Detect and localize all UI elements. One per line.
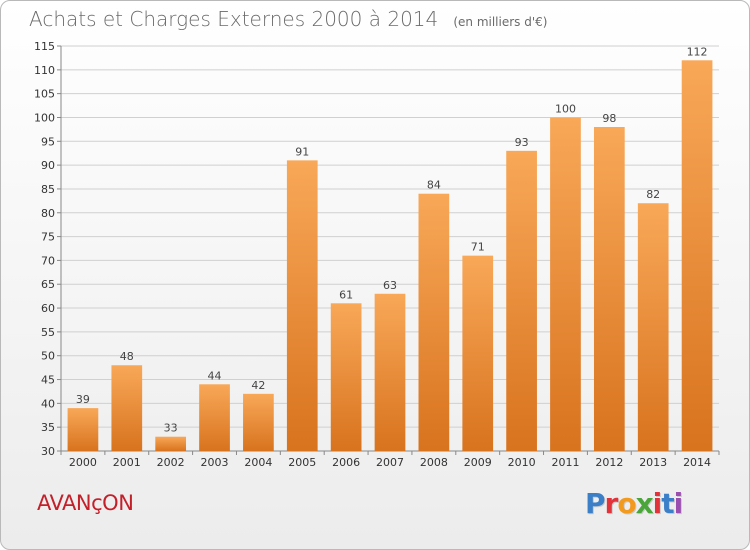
bar-value-labels: 39 48 33 44 42 91 61 63 84 71 93 100 98 82 112 <box>76 45 708 434</box>
bar <box>243 393 274 451</box>
bar-value-label: 84 <box>427 179 441 192</box>
bar <box>462 255 494 451</box>
bar <box>681 60 713 451</box>
bar-value-label: 44 <box>208 369 222 382</box>
x-tick-label: 2000 <box>69 456 97 469</box>
y-tick-label: 45 <box>41 374 55 387</box>
bar <box>593 127 625 451</box>
bar-value-label: 91 <box>295 145 309 158</box>
x-tick-label: 2005 <box>288 456 316 469</box>
bar <box>111 365 143 451</box>
bar <box>374 293 406 451</box>
tick-labels: 30 35 40 45 50 55 60 65 70 75 80 85 90 95 100 105 110 115… <box>34 40 711 469</box>
logo-letter: i <box>652 487 663 520</box>
y-tick-label: 30 <box>41 445 55 458</box>
logo-letter: x <box>635 487 654 520</box>
x-tick-label: 2003 <box>201 456 229 469</box>
bar-value-label: 93 <box>515 136 529 149</box>
y-tick-label: 50 <box>41 350 55 363</box>
bar-value-label: 63 <box>383 279 397 292</box>
y-tick-label: 100 <box>34 111 55 124</box>
bar-value-label: 42 <box>251 379 265 392</box>
bar-value-label: 61 <box>339 288 353 301</box>
y-tick-label: 90 <box>41 159 55 172</box>
bar <box>550 117 581 452</box>
logo-letter: t <box>661 487 674 520</box>
x-tick-label: 2014 <box>683 456 711 469</box>
y-tick-label: 115 <box>34 40 55 53</box>
bar <box>330 303 362 451</box>
x-tick-label: 2008 <box>420 456 448 469</box>
proxiti-logo[interactable]: Proxiti <box>585 487 684 520</box>
bar <box>637 203 669 451</box>
y-tick-label: 35 <box>41 421 55 434</box>
chart-title: Achats et Charges Externes 2000 à 2014 <box>29 7 439 31</box>
x-tick-label: 2007 <box>376 456 404 469</box>
y-tick-label: 105 <box>34 88 55 101</box>
y-tick-label: 85 <box>41 183 55 196</box>
y-tick-label: 110 <box>34 64 55 77</box>
logo-letter: P <box>585 487 606 520</box>
bar <box>286 160 318 451</box>
x-tick-label: 2011 <box>551 456 579 469</box>
y-tick-label: 40 <box>41 397 55 410</box>
bars <box>67 60 713 452</box>
bar-value-label: 48 <box>120 350 134 363</box>
x-tick-label: 2004 <box>244 456 272 469</box>
logo-letter: r <box>604 487 619 520</box>
bar <box>155 436 187 451</box>
bar-value-label: 33 <box>164 422 178 435</box>
y-tick-label: 55 <box>41 326 55 339</box>
logo-letter: o <box>617 487 636 520</box>
x-tick-label: 2002 <box>157 456 185 469</box>
bar-value-label: 98 <box>602 112 616 125</box>
chart-subtitle: (en milliers d'€) <box>453 15 548 29</box>
bar-value-label: 71 <box>471 241 485 254</box>
x-tick-label: 2006 <box>332 456 360 469</box>
x-tick-label: 2013 <box>639 456 667 469</box>
logo-letter: i <box>673 487 684 520</box>
x-tick-label: 2001 <box>113 456 141 469</box>
bar-value-label: 112 <box>687 45 708 58</box>
commune-name: AVANçON <box>37 491 134 515</box>
y-tick-label: 70 <box>41 254 55 267</box>
bar <box>67 408 99 451</box>
bar-value-label: 100 <box>555 102 576 115</box>
y-tick-label: 75 <box>41 231 55 244</box>
y-tick-label: 65 <box>41 278 55 291</box>
x-tick-label: 2009 <box>464 456 492 469</box>
chart-title-row: Achats et Charges Externes 2000 à 2014 (… <box>29 7 547 31</box>
bar <box>418 193 450 452</box>
y-tick-label: 80 <box>41 207 55 220</box>
bar-value-label: 39 <box>76 393 90 406</box>
bar-value-label: 82 <box>646 188 660 201</box>
bar <box>506 150 537 451</box>
x-tick-label: 2010 <box>508 456 536 469</box>
y-tick-label: 95 <box>41 135 55 148</box>
y-tick-label: 60 <box>41 302 55 315</box>
x-tick-label: 2012 <box>595 456 623 469</box>
bar <box>199 384 230 451</box>
